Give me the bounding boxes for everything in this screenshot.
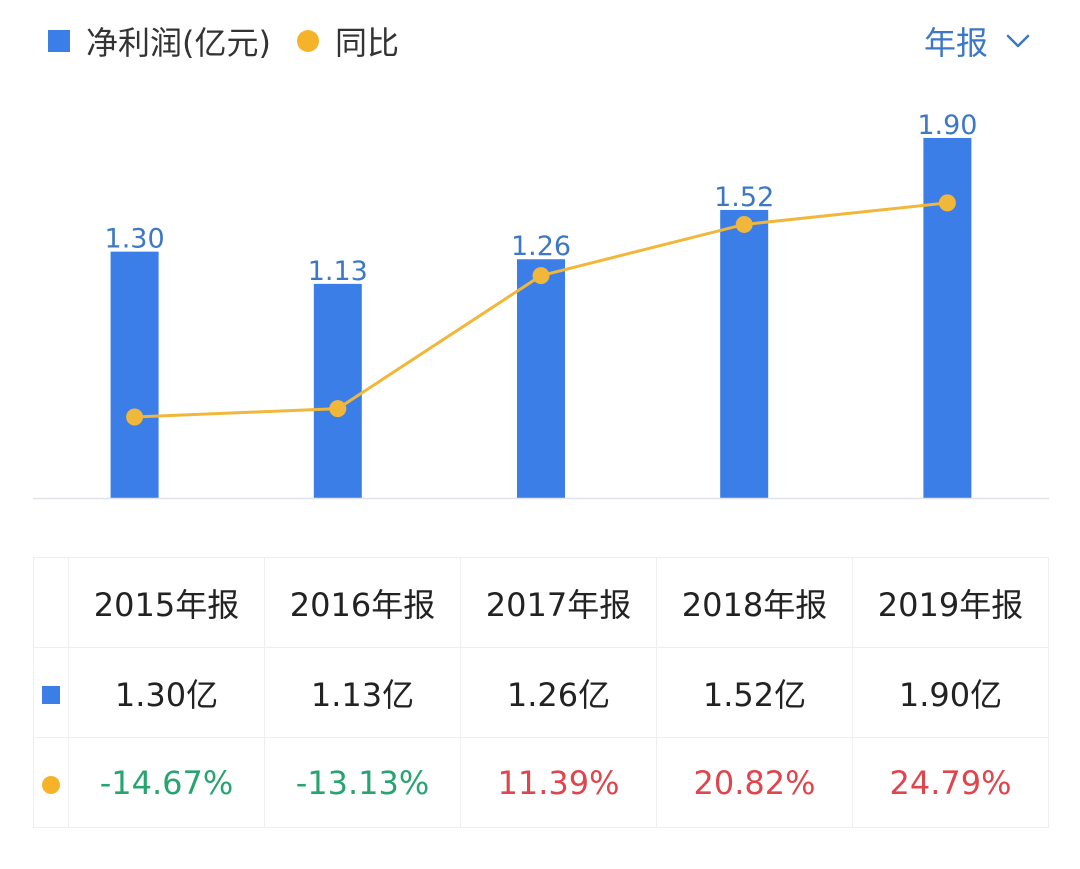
profit-cell: 1.52亿	[656, 647, 853, 738]
profit-bar	[517, 259, 565, 498]
table-header-cell: 2015年报	[68, 557, 265, 648]
chart-legend: 净利润(亿元) 同比	[48, 18, 399, 64]
table-header-cell: 2016年报	[264, 557, 461, 648]
data-table: 2015年报 2016年报 2017年报 2018年报 2019年报 1.30亿…	[33, 557, 1049, 828]
yoy-cell: -14.67%	[68, 737, 265, 828]
profit-row-marker-cell	[33, 647, 69, 738]
yoy-cell: 11.39%	[460, 737, 657, 828]
table-corner-cell	[33, 557, 69, 648]
table-header-cell: 2018年报	[656, 557, 853, 648]
profit-bar	[923, 137, 972, 498]
profit-cell: 1.13亿	[264, 647, 461, 738]
profit-chart: 1.30 1.13 1.26 1.52 1.90	[33, 110, 1049, 500]
yoy-point	[329, 400, 347, 418]
yoy-point	[532, 267, 550, 285]
yoy-row: -14.67% -13.13% 11.39% 20.82% 24.79%	[33, 737, 1049, 828]
profit-row-marker	[42, 685, 60, 704]
bar-value-label: 1.90	[917, 110, 977, 141]
table-header-cell: 2017年报	[460, 557, 657, 648]
bar-value-label: 1.13	[308, 256, 368, 287]
yoy-row-marker	[42, 775, 60, 794]
yoy-point	[938, 194, 956, 212]
yoy-legend-marker	[296, 30, 319, 52]
net-profit-legend-marker	[48, 30, 70, 52]
profit-bar	[110, 251, 159, 498]
yoy-point	[126, 408, 144, 426]
profit-row: 1.30亿 1.13亿 1.26亿 1.52亿 1.90亿	[33, 647, 1049, 738]
yoy-cell: 24.79%	[852, 737, 1049, 828]
period-selector[interactable]: 年报	[924, 18, 1030, 64]
profit-cell: 1.90亿	[852, 647, 1049, 738]
profit-bar	[313, 283, 362, 498]
profit-cell: 1.26亿	[460, 647, 657, 738]
yoy-legend-label: 同比	[334, 24, 399, 62]
table-header-cell: 2019年报	[852, 557, 1049, 648]
table-header-row: 2015年报 2016年报 2017年报 2018年报 2019年报	[33, 557, 1049, 648]
chevron-down-icon	[1006, 34, 1030, 48]
bar-value-label: 1.30	[105, 224, 165, 255]
yoy-point	[735, 215, 753, 233]
net-profit-legend-label: 净利润(亿元)	[86, 24, 271, 62]
yoy-cell: -13.13%	[264, 737, 461, 828]
yoy-cell: 20.82%	[656, 737, 853, 828]
yoy-row-marker-cell	[33, 737, 69, 828]
bar-value-label: 1.52	[714, 182, 774, 213]
profit-cell: 1.30亿	[68, 647, 265, 738]
profit-bar	[720, 209, 769, 498]
bar-value-label: 1.26	[511, 231, 571, 262]
period-selector-label: 年报	[923, 24, 988, 62]
